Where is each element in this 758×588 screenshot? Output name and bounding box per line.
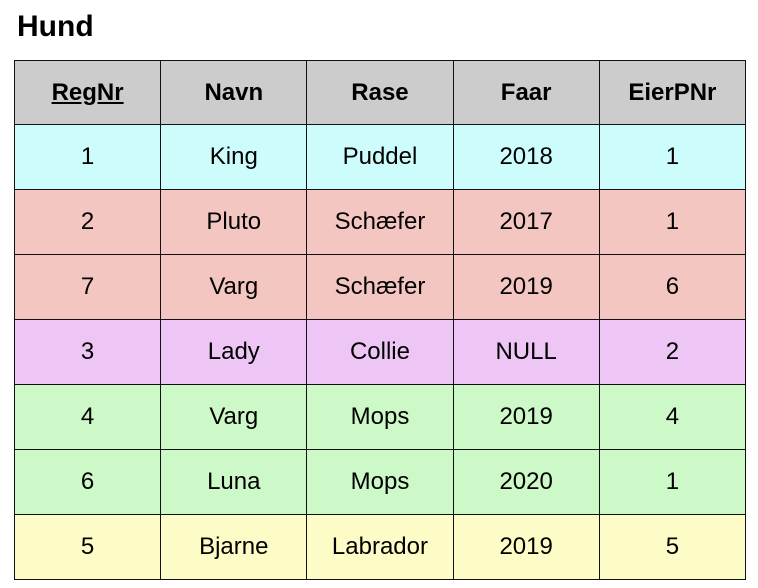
table-row: 6 Luna Mops 2020 1: [13, 449, 747, 515]
cell-regnr: 5: [13, 514, 162, 580]
column-header-regnr: RegNr: [13, 60, 162, 125]
cell-navn: Lady: [160, 319, 308, 385]
table-row: 3 Lady Collie NULL 2: [13, 319, 747, 385]
cell-regnr: 2: [13, 189, 162, 255]
cell-faar: 2017: [452, 189, 600, 255]
cell-eierpnr: 1: [598, 124, 747, 190]
cell-eierpnr: 6: [598, 254, 747, 320]
column-header-navn: Navn: [160, 60, 308, 125]
cell-eierpnr: 1: [598, 449, 747, 515]
cell-rase: Collie: [306, 319, 454, 385]
cell-navn: Pluto: [160, 189, 308, 255]
column-header-rase: Rase: [306, 60, 454, 125]
cell-rase: Labrador: [306, 514, 454, 580]
cell-rase: Mops: [306, 384, 454, 450]
cell-eierpnr: 4: [598, 384, 747, 450]
table-row: 2 Pluto Schæfer 2017 1: [13, 189, 747, 255]
cell-faar: NULL: [452, 319, 600, 385]
cell-eierpnr: 1: [598, 189, 747, 255]
table-row: 5 Bjarne Labrador 2019 5: [13, 514, 747, 580]
cell-regnr: 6: [13, 449, 162, 515]
cell-rase: Puddel: [306, 124, 454, 190]
table-row: 4 Varg Mops 2019 4: [13, 384, 747, 450]
cell-regnr: 4: [13, 384, 162, 450]
cell-navn: Varg: [160, 254, 308, 320]
cell-faar: 2019: [452, 254, 600, 320]
cell-navn: Varg: [160, 384, 308, 450]
primary-key-label: RegNr: [51, 78, 124, 106]
cell-faar: 2019: [452, 514, 600, 580]
table-title: Hund: [17, 10, 94, 43]
column-header-faar: Faar: [452, 60, 600, 125]
cell-eierpnr: 5: [598, 514, 747, 580]
cell-rase: Schæfer: [306, 254, 454, 320]
column-header-eierpnr: EierPNr: [598, 60, 747, 125]
cell-faar: 2019: [452, 384, 600, 450]
cell-rase: Schæfer: [306, 189, 454, 255]
cell-regnr: 7: [13, 254, 162, 320]
cell-navn: Luna: [160, 449, 308, 515]
table-row: 7 Varg Schæfer 2019 6: [13, 254, 747, 320]
cell-navn: Bjarne: [160, 514, 308, 580]
cell-regnr: 3: [13, 319, 162, 385]
cell-navn: King: [160, 124, 308, 190]
cell-regnr: 1: [13, 124, 162, 190]
cell-eierpnr: 2: [598, 319, 747, 385]
table-row: 1 King Puddel 2018 1: [13, 124, 747, 190]
cell-faar: 2020: [452, 449, 600, 515]
table-header-row: RegNr Navn Rase Faar EierPNr: [13, 60, 747, 125]
hund-table: RegNr Navn Rase Faar EierPNr 1 King Pudd…: [13, 60, 747, 580]
cell-rase: Mops: [306, 449, 454, 515]
cell-faar: 2018: [452, 124, 600, 190]
